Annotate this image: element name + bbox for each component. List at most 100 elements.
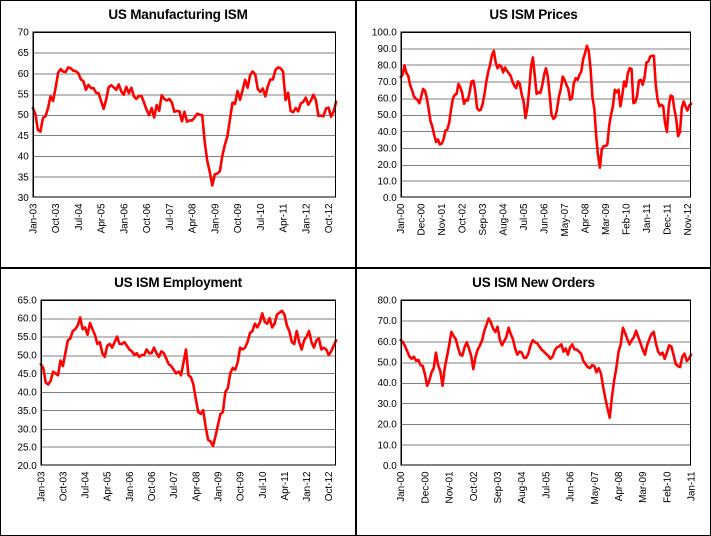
y-axis-tick-label: 90.0 (377, 44, 397, 55)
y-axis-tick-label: 40.0 (17, 387, 37, 398)
x-axis-tick-label: Oct-03 (51, 203, 62, 233)
x-axis-tick-label: May-07 (590, 471, 601, 505)
y-axis-tick-label: 50 (18, 110, 30, 121)
x-axis-tick-label: Jan-06 (125, 471, 136, 502)
y-axis-tick-label: 70.0 (377, 316, 397, 327)
y-axis-tick-label: 45 (18, 131, 30, 142)
y-axis-tick-label: 100.0 (372, 27, 397, 38)
x-axis-tick-labels: Jan-00 Dec-00 Nov-01 Oct-02 Sep-03 Aug-04 Jul-… (396, 203, 694, 237)
data-series-line (31, 66, 338, 187)
y-axis-tick-label: 30.0 (17, 424, 37, 435)
y-axis-tick-label: 70.0 (377, 77, 397, 88)
x-axis-tick-label: Mar-09 (601, 203, 612, 235)
gridlines (400, 31, 692, 182)
x-axis-tick-label: Oct-03 (58, 471, 69, 501)
chart-title: US ISM Prices (489, 7, 578, 22)
y-axis-tick-label: 45.0 (17, 369, 37, 380)
y-axis-tick-label: 60.0 (377, 94, 397, 105)
x-axis-tick-label: Oct-06 (142, 203, 153, 233)
y-axis-tick-label: 50.0 (377, 358, 397, 369)
x-axis-tick-label: Jan-03 (36, 471, 47, 502)
data-series-line (39, 309, 338, 448)
x-axis-tick-label: Jan-09 (210, 203, 221, 234)
y-axis-tick-label: 40.0 (377, 378, 397, 389)
x-axis-tick-label: Jul-10 (258, 471, 269, 498)
panel-us-ism-employment: US ISM Employment 20.0 25.0 30.0 35.0 40.0 45… (0, 268, 356, 536)
data-series-line (399, 317, 693, 419)
x-axis-tick-label: Oct-09 (236, 471, 247, 501)
y-axis-tick-label: 30 (18, 193, 30, 204)
x-axis-tick-label: Feb-10 (662, 471, 673, 503)
x-axis-tick-label: Jul-05 (519, 203, 530, 230)
x-axis-tick-label: Jun-06 (566, 471, 577, 502)
x-axis-tick-label: Oct-02 (458, 203, 469, 233)
y-axis-tick-label: 30.0 (377, 143, 397, 154)
y-axis-tick-label: 20.0 (377, 160, 397, 171)
chart-title: US ISM Employment (114, 275, 242, 290)
y-axis-tick-label: 20.0 (17, 461, 37, 472)
y-axis-tick-label: 80.0 (377, 60, 397, 71)
chart-title: US Manufacturing ISM (108, 7, 248, 22)
y-axis-tick-label: 20.0 (377, 420, 397, 431)
y-axis-tick-label: 35 (18, 172, 30, 183)
x-axis-tick-label: Jan-09 (213, 471, 224, 502)
x-axis-tick-label: Oct-06 (147, 471, 158, 501)
x-axis-tick-label: Jan-12 (301, 203, 312, 234)
x-axis-tick-labels: Jan-03 Oct-03 Jul-04 Apr-05 Jan-06 Oct-06 Jul-… (36, 471, 335, 502)
y-axis-tick-label: 50.0 (17, 351, 37, 362)
plot-frame (32, 31, 337, 198)
x-axis-tick-label: Nov-01 (445, 471, 456, 503)
x-axis-tick-label: Dec-00 (420, 471, 431, 503)
y-axis-tick-labels: 0.0 10.0 20.0 30.0 40.0 50.0 60.0 70.0 80.0 90.0 1… (372, 27, 397, 204)
x-axis-tick-label: Dec-11 (662, 203, 673, 235)
x-axis-tick-label: Apr-08 (580, 203, 591, 233)
y-axis-tick-label: 25.0 (17, 443, 37, 454)
panel-us-manufacturing-ism: US Manufacturing ISM 30 35 40 45 50 55 60 65 70 J… (0, 0, 356, 268)
y-axis-tick-label: 40 (18, 152, 30, 163)
x-axis-tick-label: Jan-11 (642, 203, 653, 233)
x-axis-tick-labels: Jan-03 Oct-03 Jul-04 Apr-05 Jan-06 Oct-06 Jul-… (28, 203, 335, 234)
x-axis-tick-label: Jul-04 (74, 203, 85, 230)
y-axis-tick-label: 80.0 (377, 295, 397, 306)
x-axis-tick-label: Jul-07 (169, 471, 180, 498)
plot-frame (40, 299, 337, 466)
chart-plot-us-ism-employment: 20.0 25.0 30.0 35.0 40.0 45.0 50.0 55.0 60.0 65.0… (17, 295, 338, 502)
y-axis-tick-label: 0.0 (383, 461, 397, 472)
data-series-line (399, 44, 693, 169)
x-axis-tick-label: Jul-05 (541, 471, 552, 498)
y-axis-tick-label: 60.0 (377, 337, 397, 348)
chart-plot-us-ism-prices: 0.0 10.0 20.0 30.0 40.0 50.0 60.0 70.0 80.0 90.0 1… (372, 27, 694, 237)
y-axis-tick-label: 70 (18, 27, 30, 38)
y-axis-tick-label: 55 (18, 90, 30, 101)
y-axis-tick-label: 35.0 (17, 406, 37, 417)
y-axis-tick-label: 40.0 (377, 127, 397, 138)
x-axis-tick-label: Jan-11 (687, 471, 698, 501)
x-axis-tick-label: Feb-10 (621, 203, 632, 235)
x-axis-tick-label: Jun-06 (540, 203, 551, 234)
x-axis-tick-label: Apr-08 (188, 203, 199, 233)
x-axis-tick-label: Jul-10 (256, 203, 267, 230)
x-axis-tick-label: Nov-12 (683, 203, 694, 235)
y-axis-tick-labels: 30 35 40 45 50 55 60 65 70 (18, 27, 30, 204)
x-axis-tick-label: Jan-00 (396, 471, 407, 502)
chart-plot-us-manufacturing-ism: 30 35 40 45 50 55 60 65 70 Jan-03 Oct-03 Jul-04 Apr-… (18, 27, 338, 234)
y-axis-tick-label: 10.0 (377, 440, 397, 451)
y-axis-tick-label: 10.0 (377, 177, 397, 188)
x-axis-tick-label: Apr-11 (280, 471, 291, 500)
x-axis-tick-label: Oct-02 (469, 471, 480, 501)
y-axis-tick-labels: 0.0 10.0 20.0 30.0 40.0 50.0 60.0 70.0 80.0 (377, 295, 397, 472)
x-axis-tick-label: Nov-01 (437, 203, 448, 235)
panel-us-ism-prices: US ISM Prices 0.0 10.0 20.0 30.0 40.0 50.0 60.… (356, 0, 711, 268)
chart-plot-us-ism-new-orders: 0.0 10.0 20.0 30.0 40.0 50.0 60.0 70.0 80.0 Jan-0… (377, 295, 698, 505)
y-axis-tick-label: 65.0 (17, 295, 37, 306)
x-axis-tick-label: Apr-11 (279, 203, 290, 232)
x-axis-tick-label: Jul-07 (165, 203, 176, 230)
y-axis-tick-label: 60 (18, 69, 30, 80)
y-axis-tick-label: 55.0 (17, 332, 37, 343)
x-axis-tick-label: May-07 (560, 203, 571, 237)
plot-frame (400, 31, 692, 198)
x-axis-tick-label: Dec-00 (417, 203, 428, 235)
x-axis-tick-label: Aug-04 (517, 471, 528, 503)
y-axis-tick-label: 30.0 (377, 399, 397, 410)
x-axis-tick-label: Jan-06 (119, 203, 130, 234)
